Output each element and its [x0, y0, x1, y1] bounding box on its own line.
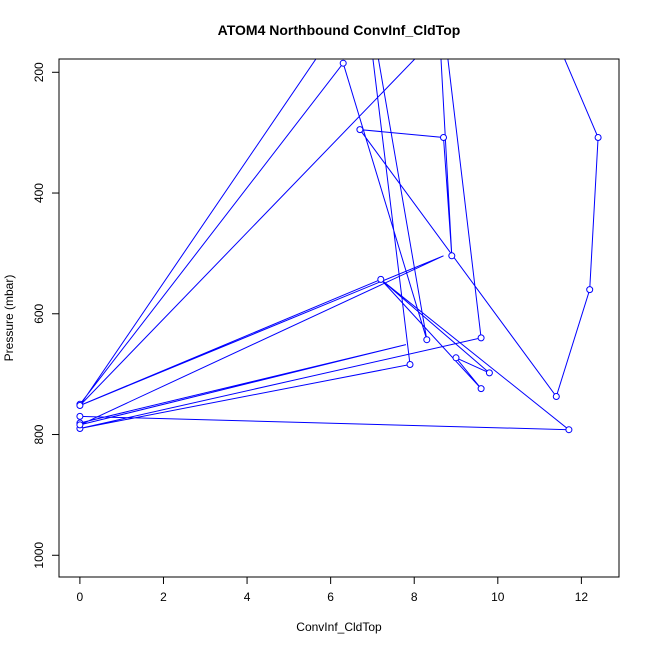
- data-point: [77, 422, 83, 428]
- x-axis: 0 2 4 6 8 10 12: [77, 577, 589, 604]
- plot-frame: [59, 59, 619, 577]
- y-tick-label: 800: [32, 424, 46, 444]
- y-tick-label: 200: [32, 62, 46, 82]
- y-axis-label: Pressure (mbar): [2, 275, 16, 362]
- data-point: [595, 135, 601, 141]
- y-tick-label: 1000: [32, 542, 46, 569]
- data-point: [424, 337, 430, 343]
- y-tick-label: 400: [32, 183, 46, 203]
- data-point: [407, 362, 413, 368]
- data-point: [441, 135, 447, 141]
- data-point: [553, 394, 559, 400]
- data-point: [449, 253, 455, 259]
- x-tick-label: 8: [411, 590, 418, 604]
- y-axis: 200 400 600 800 1000: [32, 62, 59, 569]
- x-tick-label: 12: [575, 590, 589, 604]
- data-point: [566, 427, 572, 433]
- x-tick-label: 2: [160, 590, 167, 604]
- data-point: [77, 403, 83, 409]
- data-point: [378, 276, 384, 282]
- data-point: [478, 335, 484, 341]
- data-point: [357, 127, 363, 133]
- series-line: [80, 0, 598, 430]
- data-point: [587, 287, 593, 293]
- data-point: [77, 413, 83, 419]
- chart-title: ATOM4 Northbound ConvInf_CldTop: [218, 22, 461, 38]
- x-tick-label: 10: [491, 590, 505, 604]
- x-tick-label: 0: [77, 590, 84, 604]
- data-point: [486, 370, 492, 376]
- y-tick-label: 600: [32, 303, 46, 323]
- x-tick-label: 4: [244, 590, 251, 604]
- data-point: [453, 355, 459, 361]
- x-axis-label: ConvInf_CldTop: [296, 620, 382, 634]
- data-point: [478, 386, 484, 392]
- x-tick-label: 6: [327, 590, 334, 604]
- plot-area: [77, 0, 601, 433]
- data-point: [340, 60, 346, 66]
